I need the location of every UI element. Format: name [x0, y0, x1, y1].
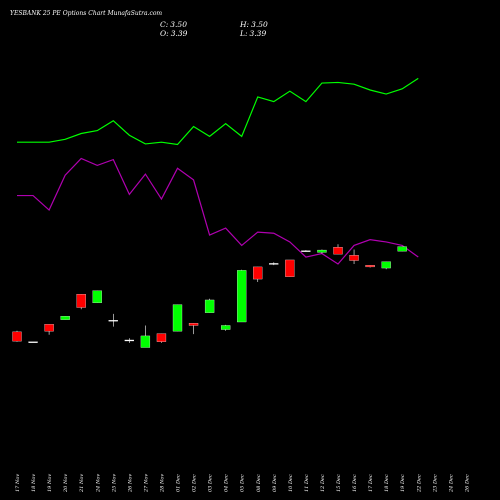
candle-body — [172, 304, 183, 332]
candle-body — [156, 333, 167, 342]
candle-body — [92, 290, 102, 304]
close-label: C: — [160, 20, 169, 29]
x-tick-label: 19 Dec — [400, 474, 406, 492]
candle-body — [237, 270, 247, 323]
x-tick-label: 09 Dec — [272, 474, 278, 492]
purple-indicator-line — [17, 157, 419, 265]
x-tick-label: 26 Nov — [127, 474, 133, 493]
x-tick-label: 01 Dec — [176, 474, 182, 492]
x-tick-label: 12 Dec — [320, 474, 326, 492]
x-tick-label: 03 Dec — [208, 474, 214, 492]
open-label: O: — [160, 29, 169, 38]
x-tick-label: 24 Dec — [448, 474, 454, 493]
x-tick-label: 05 Dec — [240, 474, 246, 492]
candle-body — [140, 335, 151, 348]
candle-body — [269, 263, 279, 265]
candle-body — [124, 339, 134, 342]
x-tick-label: 20 Nov — [63, 474, 69, 493]
close-value: 3.50 — [170, 20, 187, 29]
x-tick-label: 24 Nov — [95, 474, 101, 493]
candle-body — [28, 341, 38, 343]
candle-body — [60, 316, 70, 320]
close-readout: C: 3.50 — [160, 20, 187, 29]
candle-body — [44, 324, 54, 332]
candle-body — [301, 250, 311, 252]
x-tick-label: 18 Nov — [31, 474, 37, 492]
x-tick-label: 26 Dec — [464, 474, 470, 493]
candle-body — [253, 266, 263, 280]
open-readout: O: 3.39 — [160, 29, 187, 38]
x-tick-label: 19 Nov — [47, 474, 53, 492]
x-tick-label: 16 Dec — [352, 474, 358, 492]
x-tick-label: 18 Dec — [384, 474, 390, 492]
x-tick-label: 25 Nov — [111, 474, 117, 493]
x-tick-label: 22 Dec — [416, 474, 422, 493]
high-readout: H: 3.50 — [240, 20, 268, 29]
candle-body — [220, 325, 231, 330]
x-tick-label: 08 Dec — [256, 474, 262, 492]
x-tick-label: 15 Dec — [336, 474, 342, 492]
green-indicator-line — [17, 77, 419, 146]
open-value: 3.39 — [170, 29, 188, 38]
high-label: H: — [240, 20, 250, 29]
x-tick-label: 23 Dec — [432, 474, 438, 493]
candle-body — [333, 247, 343, 255]
x-tick-label: 10 Dec — [288, 474, 294, 492]
low-readout: L: 3.39 — [240, 29, 266, 38]
high-value: 3.50 — [251, 20, 268, 29]
candle-body — [12, 331, 22, 342]
candle-body — [365, 265, 375, 268]
x-tick-label: 17 Nov — [15, 474, 21, 492]
x-tick-label: 17 Dec — [368, 474, 374, 492]
candle-body — [76, 294, 86, 308]
low-label: L: — [240, 29, 248, 38]
candle-body — [317, 249, 327, 253]
candle-body — [285, 259, 295, 277]
x-tick-label: 21 Nov — [79, 474, 85, 493]
chart-title: YESBANK 25 PE Options Chart MunafaSutra.… — [10, 10, 163, 17]
x-tick-label: 11 Dec — [304, 474, 310, 492]
low-value: 3.39 — [249, 29, 267, 38]
x-tick-label: 04 Dec — [224, 474, 230, 492]
x-tick-label: 27 Nov — [143, 474, 149, 493]
candle-body — [381, 261, 391, 269]
candle-body — [108, 320, 118, 322]
x-tick-label: 28 Nov — [159, 474, 165, 493]
x-tick-label: 02 Dec — [192, 474, 198, 492]
candle-body — [188, 323, 199, 326]
candle-body — [349, 255, 359, 261]
candle-body — [204, 299, 215, 313]
candle-body — [397, 246, 407, 252]
